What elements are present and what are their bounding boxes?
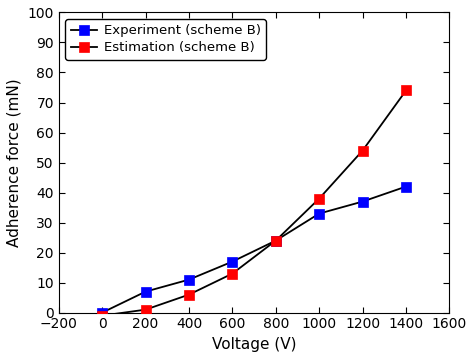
X-axis label: Voltage (V): Voltage (V): [212, 337, 296, 352]
Experiment (scheme B): [229, 260, 235, 264]
Estimation (scheme B): [229, 271, 235, 276]
Estimation (scheme B): [316, 196, 322, 201]
Experiment (scheme B): [360, 199, 365, 204]
Estimation (scheme B): [360, 148, 365, 153]
Experiment (scheme B): [403, 185, 409, 189]
Line: Experiment (scheme B): Experiment (scheme B): [97, 182, 411, 317]
Experiment (scheme B): [143, 289, 148, 294]
Experiment (scheme B): [316, 211, 322, 216]
Experiment (scheme B): [186, 278, 192, 282]
Estimation (scheme B): [273, 238, 279, 243]
Estimation (scheme B): [186, 293, 192, 297]
Estimation (scheme B): [403, 88, 409, 93]
Experiment (scheme B): [99, 311, 105, 315]
Legend: Experiment (scheme B), Estimation (scheme B): Experiment (scheme B), Estimation (schem…: [65, 19, 266, 60]
Y-axis label: Adherence force (mN): Adherence force (mN): [7, 78, 22, 247]
Line: Estimation (scheme B): Estimation (scheme B): [97, 86, 411, 321]
Experiment (scheme B): [273, 238, 279, 243]
Estimation (scheme B): [99, 313, 105, 318]
Estimation (scheme B): [143, 307, 148, 312]
